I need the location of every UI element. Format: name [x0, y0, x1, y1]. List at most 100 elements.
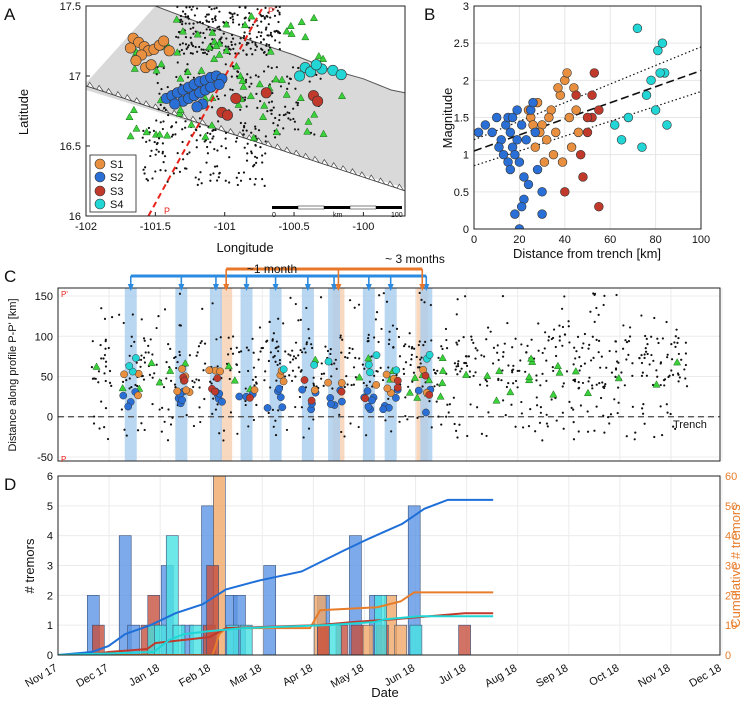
seismicity-dot — [248, 12, 251, 15]
tremor-triangle — [277, 75, 286, 83]
timeline-dot — [545, 413, 548, 416]
trench-tooth — [133, 97, 142, 105]
tremor-triangle — [266, 47, 275, 55]
timeline-dot — [300, 351, 304, 354]
timeline-dot — [289, 354, 292, 357]
tremor-triangle — [193, 30, 202, 38]
tremor-triangle — [337, 91, 347, 100]
timeline-dot — [610, 371, 614, 374]
timeline-dot — [203, 342, 207, 345]
histogram-y2label: Cumulative # tremors — [728, 504, 743, 628]
timeline-dot — [103, 353, 107, 357]
timeline-dot — [311, 346, 314, 350]
tremor-triangle — [438, 353, 447, 362]
seismicity-dot — [156, 141, 159, 145]
histogram-ytick: 5 — [47, 501, 53, 513]
timeline-dot — [375, 311, 379, 314]
seismicity-dot — [200, 182, 203, 185]
timeline-dot — [229, 411, 233, 414]
magnitude-point-s4 — [641, 90, 652, 100]
seismicity-dot — [223, 94, 227, 97]
timeline-dot — [601, 381, 604, 384]
timeline-dot — [231, 335, 235, 338]
timeline-dot — [102, 357, 105, 360]
timeline-dot — [413, 347, 416, 350]
timeline-dot — [155, 326, 158, 330]
seismicity-dot — [202, 48, 205, 51]
timeline-dot — [97, 370, 101, 373]
seismicity-dot — [231, 65, 235, 68]
magnitude-point-s3 — [594, 202, 604, 212]
timeline-dot — [285, 428, 289, 432]
seismicity-dot — [171, 133, 175, 136]
seismicity-dot — [264, 152, 267, 155]
timeline-dot — [140, 358, 143, 361]
timeline-dot — [552, 369, 555, 373]
magnitude-point-s3 — [587, 90, 597, 100]
timeline-dot — [415, 355, 418, 359]
timeline-dot — [287, 353, 290, 356]
month-marker — [387, 284, 394, 291]
timeline-event-s4 — [372, 351, 381, 360]
seismicity-dot — [214, 128, 217, 132]
tremor-triangle — [132, 124, 141, 132]
panel-label-a: A — [4, 5, 16, 24]
timeline-dot — [684, 377, 687, 380]
timeline-dot — [577, 386, 581, 389]
tremor-triangle — [571, 367, 580, 375]
seismicity-dot — [248, 85, 251, 88]
seismicity-dot — [178, 43, 182, 46]
timeline-dot — [260, 346, 263, 350]
timeline-dot — [155, 363, 158, 366]
timeline-dot — [576, 335, 580, 338]
timeline-dot — [308, 337, 311, 340]
timeline-dot — [631, 362, 634, 365]
timeline-dot — [198, 386, 201, 389]
timeline-ytick: 0 — [47, 412, 53, 424]
seismicity-dot — [286, 111, 289, 114]
tremor-triangle — [555, 368, 564, 376]
timeline-event-s1 — [120, 370, 128, 379]
seismicity-dot — [188, 151, 191, 154]
timeline-dot — [289, 361, 292, 364]
timeline-dot — [491, 362, 495, 365]
trench-tooth — [283, 146, 292, 154]
timeline-dot — [627, 353, 630, 357]
timeline-dot — [436, 369, 439, 372]
seismicity-dot — [267, 65, 270, 68]
timeline-dot — [462, 336, 465, 339]
tremor-triangle — [495, 366, 504, 375]
timeline-event-s1 — [216, 367, 224, 376]
seismicity-dot — [243, 31, 246, 34]
timeline-dot — [643, 422, 646, 425]
timeline-dot — [288, 374, 291, 377]
timeline-dot — [252, 351, 255, 354]
seismicity-dot — [143, 166, 147, 169]
timeline-dot — [259, 350, 262, 353]
tremor-triangle — [197, 66, 206, 74]
timeline-dot — [472, 374, 475, 378]
month-marker — [243, 284, 250, 291]
seismicity-dot — [214, 18, 217, 22]
trench-tooth — [312, 155, 321, 164]
seismicity-dot — [256, 106, 259, 109]
histogram-ytick: 4 — [47, 531, 53, 543]
seismicity-dot — [224, 131, 228, 135]
seismicity-dot — [161, 152, 164, 155]
seismicity-dot — [209, 132, 212, 136]
trench-tooth — [302, 152, 311, 161]
timeline-dot — [331, 387, 334, 390]
tremor-triangle — [126, 131, 135, 140]
timeline-dot — [623, 384, 626, 387]
magnitude-point-s2 — [492, 112, 502, 123]
timeline-dot — [583, 332, 587, 336]
tremor-triangle — [142, 127, 151, 136]
timeline-event-s3 — [300, 376, 309, 384]
timeline-event-s4 — [132, 354, 140, 362]
timeline-dot — [595, 306, 598, 310]
timeline-dot — [203, 397, 206, 401]
magnitude-xtick: 60 — [604, 234, 616, 246]
tremor-triangle — [462, 370, 471, 378]
seismicity-dot — [262, 38, 265, 41]
